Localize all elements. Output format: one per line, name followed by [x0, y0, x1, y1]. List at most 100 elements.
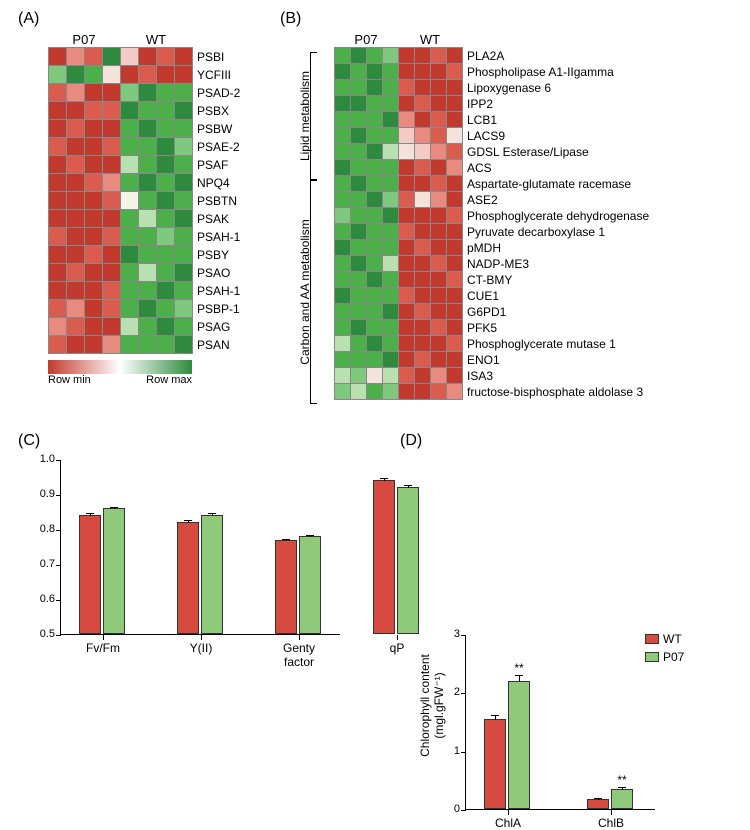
- heatmap-cell: [121, 192, 139, 210]
- row-label: ACS: [463, 160, 650, 176]
- heatmap-cell: [49, 228, 67, 246]
- heatmap-cell: [49, 120, 67, 138]
- row-label: PSBTN: [193, 192, 241, 210]
- y-tick-mark: [461, 810, 466, 811]
- heatmap-cell: [335, 272, 351, 288]
- heatmap-cell: [351, 176, 367, 192]
- heatmap-cell: [49, 48, 67, 66]
- heatmap-cell: [175, 48, 193, 66]
- heatmap-cell: [67, 192, 85, 210]
- row-label: fructose-bisphosphate aldolase 3: [463, 384, 650, 400]
- row-label: GDSL Esterase/Lipase: [463, 144, 650, 160]
- heatmap-cell: [175, 264, 193, 282]
- heatmap-cell: [431, 128, 447, 144]
- heatmap-cell: [351, 352, 367, 368]
- heatmap-cell: [351, 256, 367, 272]
- row-label: Pyruvate decarboxylase 1: [463, 224, 650, 240]
- heatmap-cell: [447, 384, 463, 400]
- heatmap-cell: [85, 120, 103, 138]
- bar: [201, 515, 223, 634]
- heatmap-cell: [383, 192, 399, 208]
- heatmap-cell: [431, 96, 447, 112]
- row-label: Phosphoglycerate mutase 1: [463, 336, 650, 352]
- heatmap-cell: [367, 304, 383, 320]
- col-header: WT: [120, 32, 192, 47]
- heatmap-cell: [85, 264, 103, 282]
- row-label: PLA2A: [463, 48, 650, 64]
- heatmap-cell: [157, 300, 175, 318]
- heatmap-cell: [447, 112, 463, 128]
- heatmap-cell: [431, 176, 447, 192]
- y-tick-mark: [461, 693, 466, 694]
- heatmap-cell: [335, 80, 351, 96]
- heatmap-cell: [399, 336, 415, 352]
- heatmap-cell: [103, 84, 121, 102]
- panel-c-label: (C): [18, 432, 40, 450]
- heatmap-cell: [85, 300, 103, 318]
- row-label: PSBI: [193, 48, 241, 66]
- heatmap-cell: [139, 282, 157, 300]
- heatmap-cell: [415, 224, 431, 240]
- heatmap-cell: [399, 208, 415, 224]
- panel-d-label: (D): [400, 432, 422, 450]
- heatmap-cell: [399, 144, 415, 160]
- legend-swatch: [645, 652, 659, 662]
- heatmap-cell: [399, 80, 415, 96]
- heatmap-cell: [67, 228, 85, 246]
- heatmap-cell: [85, 102, 103, 120]
- heatmap-cell: [139, 192, 157, 210]
- heatmap-cell: [175, 84, 193, 102]
- heatmap-cell: [85, 138, 103, 156]
- significance-marker: **: [617, 773, 626, 787]
- heatmap-cell: [67, 210, 85, 228]
- heatmap-cell: [351, 208, 367, 224]
- heatmap-cell: [139, 156, 157, 174]
- heatmap-cell: [399, 368, 415, 384]
- heatmap-cell: [431, 64, 447, 80]
- x-tick-label: ChlB: [598, 816, 624, 830]
- heatmap-cell: [121, 102, 139, 120]
- x-tick-label: qP: [390, 641, 405, 655]
- heatmap-cell: [399, 224, 415, 240]
- heatmap-cell: [121, 228, 139, 246]
- col-header: P07: [48, 32, 120, 47]
- heatmap-cell: [49, 192, 67, 210]
- heatmap-cell: [121, 282, 139, 300]
- heatmap-cell: [447, 224, 463, 240]
- heatmap-cell: [383, 112, 399, 128]
- row-label: PSAK: [193, 210, 241, 228]
- heatmap-cell: [367, 320, 383, 336]
- heatmap-cell: [121, 138, 139, 156]
- heatmap-cell: [67, 174, 85, 192]
- heatmap-cell: [175, 336, 193, 354]
- error-cap: [594, 798, 602, 799]
- heatmap-cell: [49, 84, 67, 102]
- heatmap-cell: [351, 384, 367, 400]
- x-tick-label: Fv/Fm: [86, 641, 120, 655]
- y-tick-mark: [56, 565, 61, 566]
- heatmap-cell: [335, 288, 351, 304]
- heatmap-cell: [383, 256, 399, 272]
- heatmap-cell: [121, 84, 139, 102]
- y-tick-label: 0: [432, 803, 460, 815]
- row-label: Phospholipase A1-IIgamma: [463, 64, 650, 80]
- row-label: G6PD1: [463, 304, 650, 320]
- heatmap-cell: [367, 272, 383, 288]
- heatmap-cell: [367, 48, 383, 64]
- heatmap-cell: [383, 176, 399, 192]
- heatmap-cell: [103, 48, 121, 66]
- col-header: P07: [334, 32, 398, 47]
- heatmap-cell: [49, 174, 67, 192]
- heatmap-cell: [367, 288, 383, 304]
- heatmap-cell: [383, 96, 399, 112]
- heatmap-cell: [175, 66, 193, 84]
- heatmap-cell: [399, 128, 415, 144]
- heatmap-cell: [383, 272, 399, 288]
- heatmap-cell: [351, 320, 367, 336]
- heatmap-cell: [103, 192, 121, 210]
- heatmap-cell: [121, 300, 139, 318]
- heatmap-cell: [415, 352, 431, 368]
- significance-marker: **: [514, 661, 523, 675]
- row-label: ISA3: [463, 368, 650, 384]
- heatmap-cell: [103, 120, 121, 138]
